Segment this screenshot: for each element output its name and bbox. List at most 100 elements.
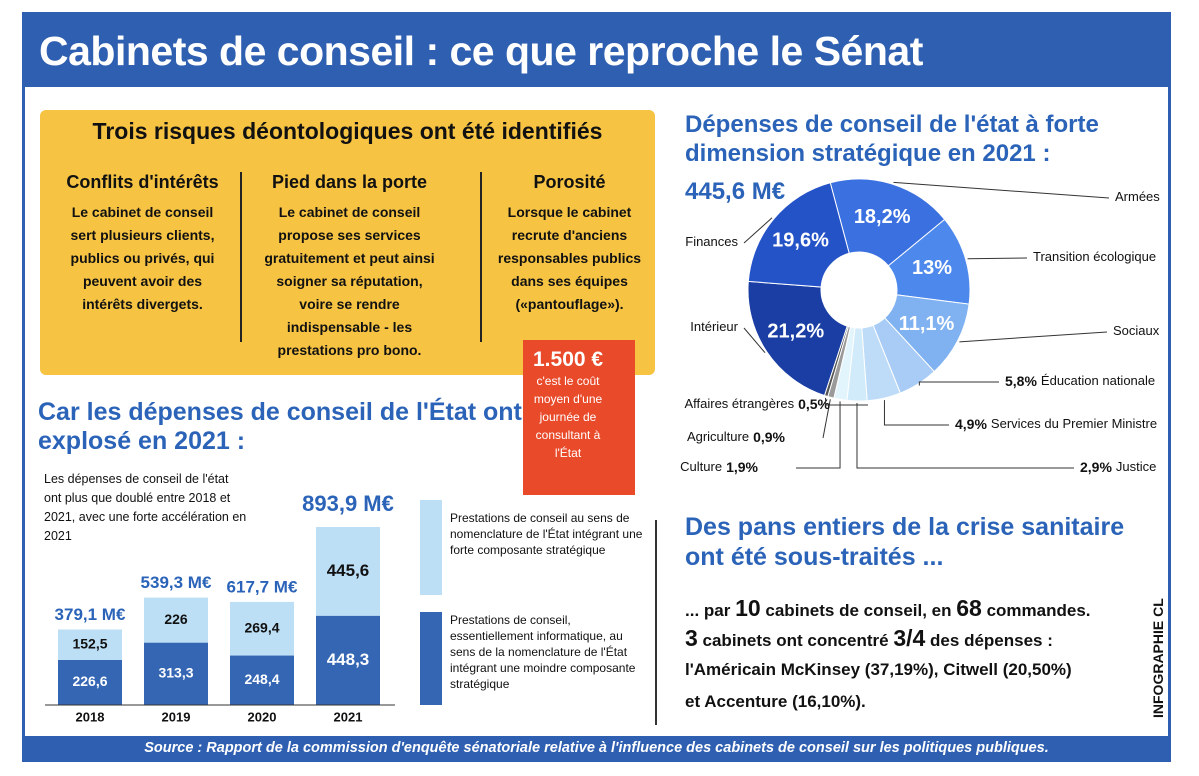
text-segment: 3/4	[893, 625, 926, 651]
slice-label: Transition écologique	[1033, 249, 1156, 264]
leader-line	[796, 401, 841, 469]
slice-label: Affaires étrangères 0,5%	[684, 396, 830, 412]
risk-title: Porosité	[533, 172, 606, 192]
text-segment: cabinets ont concentré	[697, 631, 894, 650]
text-line: l'Américain McKinsey (37,19%), Citwell (…	[685, 660, 1072, 680]
section-heading: Des pans entiers de la crise sanitaire o…	[685, 513, 1125, 571]
text-segment: commandes.	[981, 601, 1091, 620]
bar-segment	[230, 655, 294, 705]
slice-label: 5,8% Éducation nationale	[1005, 373, 1155, 389]
risk: Porosité Lorsque le cabinet recrute d'anc…	[472, 172, 667, 316]
x-tick-label: 2020	[248, 709, 277, 724]
slice-value-label: 11,1%	[899, 313, 955, 335]
bar-segment	[316, 615, 380, 705]
slice-name: Transition écologique	[1033, 249, 1156, 264]
risks-panel	[40, 110, 655, 375]
legend-text: Prestations de conseil, essentiellement …	[450, 613, 636, 691]
text-segment: des dépenses :	[925, 631, 1053, 650]
frame	[22, 12, 1171, 762]
risks-heading: Trois risques déontologiques ont été ide…	[92, 118, 603, 144]
slice-label: 4,9% Services du Premier Ministre	[955, 416, 1157, 432]
slice-value-label: 2,9%	[1080, 459, 1112, 475]
total-label: 617,7 M€	[227, 577, 298, 596]
value-label: 248,4	[244, 671, 279, 687]
slice-name: Affaires étrangères	[684, 396, 794, 411]
value-label: 226,6	[72, 673, 107, 689]
slice-name: Justice	[1116, 459, 1156, 474]
text-segment: et Accenture (16,10%).	[685, 692, 866, 711]
slice-label: Culture 1,9%	[680, 459, 758, 475]
slice-label: Intérieur	[690, 319, 738, 334]
slice-value-label: 0,5%	[798, 396, 830, 412]
slice-label: Agriculture 0,9%	[687, 429, 786, 445]
legend-swatch	[420, 500, 442, 595]
slice-value-label: 0,9%	[753, 429, 785, 445]
section-heading: Car les dépenses de conseil de l'État on…	[38, 398, 522, 455]
x-tick-label: 2021	[334, 709, 363, 724]
slice-value-label: 18,2%	[854, 206, 911, 228]
leader-line	[893, 181, 1110, 199]
total-label: 539,3 M€	[141, 573, 212, 592]
note: Les dépenses de conseil de l'état ont pl…	[44, 472, 247, 543]
separator	[480, 172, 482, 342]
risk-text: Lorsque le cabinet recrute d'anciens res…	[497, 204, 642, 312]
risk: Conflits d'intérêts Le cabinet de conseil…	[45, 172, 240, 316]
risk: Pied dans la porte Le cabinet de conseil …	[252, 172, 447, 362]
value-label: 269,4	[244, 619, 279, 635]
leader-line	[822, 399, 831, 439]
slice-label: Finances	[685, 234, 738, 249]
legend-text: Prestations de conseil au sens de nomenc…	[450, 511, 643, 557]
donut-slice	[747, 280, 848, 397]
slice-name: Éducation nationale	[1041, 373, 1155, 388]
leader-line	[743, 327, 766, 354]
text-line: et Accenture (16,10%).	[685, 692, 866, 712]
risk-title: Pied dans la porte	[271, 172, 428, 192]
text-segment: ... par	[685, 601, 736, 620]
bar-segment	[316, 527, 380, 616]
slice-value-label: 19,6%	[772, 230, 829, 252]
text-segment: 3	[685, 625, 698, 651]
x-tick-label: 2019	[162, 709, 191, 724]
donut-slice	[829, 178, 946, 267]
donut-slice	[747, 182, 850, 288]
total-label: 893,9 M€	[302, 491, 394, 516]
total: 445,6 M€	[685, 178, 786, 205]
slice-name: Finances	[685, 234, 738, 249]
text-segment: 10	[735, 595, 761, 621]
value-label: 152,5	[72, 635, 107, 651]
bar-segment	[144, 642, 208, 705]
slice-name: Intérieur	[690, 319, 738, 334]
legend-swatch	[420, 612, 442, 705]
slice-value-label: 13%	[912, 257, 952, 279]
leader-line	[959, 331, 1108, 343]
leader-line	[967, 257, 1028, 260]
value-label: 313,3	[158, 665, 193, 681]
section-heading: Dépenses de conseil de l'état à forte di…	[685, 111, 1099, 167]
slice-name: Agriculture	[687, 429, 749, 444]
risk-title: Conflits d'intérêts	[66, 172, 219, 192]
risk-text: Le cabinet de conseil sert plusieurs cli…	[70, 204, 215, 312]
callout-price: 1.500 €	[533, 348, 604, 371]
slice-value-label: 5,8%	[1005, 373, 1037, 389]
value-label: 445,6	[327, 561, 370, 580]
bar-segment	[58, 629, 122, 660]
separator	[655, 520, 657, 725]
bar-segment	[144, 597, 208, 643]
text-segment: 68	[956, 595, 982, 621]
slice-name: Armées	[1115, 189, 1160, 204]
leader-line	[883, 400, 949, 426]
bar-segment	[230, 601, 294, 656]
value-label: 448,3	[327, 650, 370, 669]
slice-value-label: 4,9%	[955, 416, 987, 432]
x-tick-label: 2018	[76, 709, 105, 724]
leader-line	[856, 402, 1074, 469]
text-line: 3 cabinets ont concentré 3/4 des dépense…	[685, 625, 1053, 652]
leader-line	[743, 217, 773, 244]
slice-label: Armées	[1115, 189, 1160, 204]
source: Source : Rapport de la commission d'enqu…	[25, 736, 1168, 760]
slice-name: Sociaux	[1113, 323, 1160, 338]
slice-name: Culture	[680, 459, 722, 474]
total-label: 379,1 M€	[55, 605, 126, 624]
